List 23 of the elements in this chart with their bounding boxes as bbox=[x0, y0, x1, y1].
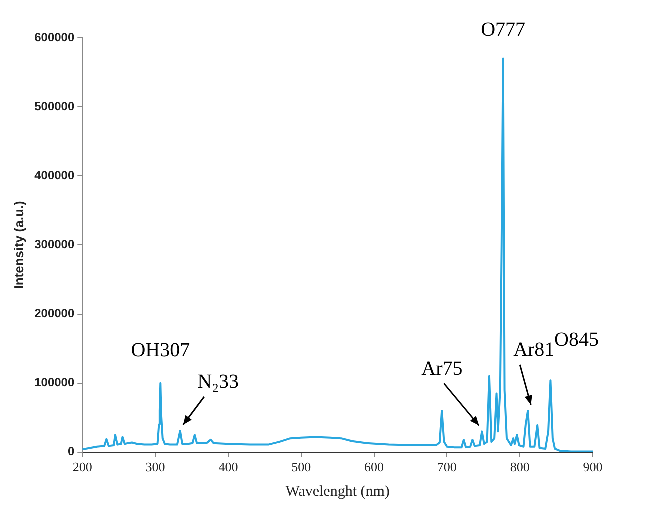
x-tick-label: 700 bbox=[437, 460, 457, 475]
x-tick-label: 300 bbox=[146, 460, 166, 475]
y-tick-label: 200000 bbox=[34, 306, 75, 321]
y-tick-label: 600000 bbox=[34, 30, 75, 44]
annotation: N₂33 bbox=[198, 371, 240, 394]
x-tick-label: 900 bbox=[583, 460, 603, 475]
annotation: Ar81 bbox=[514, 339, 555, 362]
y-tick-label: 300000 bbox=[34, 238, 75, 252]
y-tick-label: 400000 bbox=[34, 168, 75, 182]
y-tick-label: 100000 bbox=[34, 376, 75, 390]
x-tick-label: 500 bbox=[292, 460, 312, 475]
x-tick-label: 800 bbox=[510, 460, 530, 475]
x-tick-label: 600 bbox=[364, 460, 384, 475]
x-tick-label: 200 bbox=[72, 460, 92, 475]
y-tick-label: 500000 bbox=[34, 99, 75, 114]
annotation: Ar75 bbox=[422, 358, 463, 380]
y-axis-title: Intensity (a.u.) bbox=[11, 201, 26, 290]
y-tick-label: 0 bbox=[68, 444, 75, 459]
annotation: O845 bbox=[554, 328, 599, 351]
x-axis-title: Wavelenght (nm) bbox=[286, 484, 390, 500]
annotation: O777 bbox=[481, 18, 526, 41]
x-tick-label: 400 bbox=[218, 460, 238, 475]
annotation: OH307 bbox=[131, 340, 190, 362]
